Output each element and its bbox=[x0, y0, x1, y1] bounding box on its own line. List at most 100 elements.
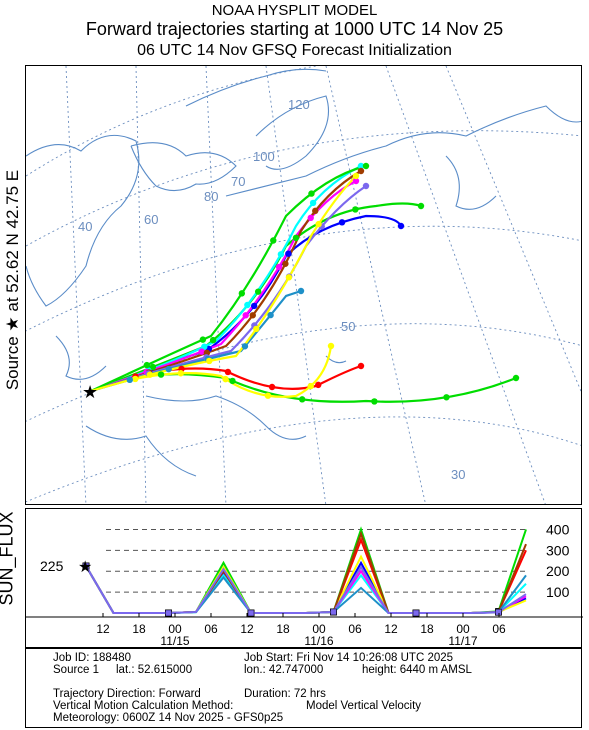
trajectory-marker bbox=[352, 172, 360, 180]
trajectory-marker bbox=[352, 177, 360, 185]
trajectory-marker bbox=[362, 162, 370, 170]
trajectory-marker bbox=[126, 376, 133, 384]
meridian-line-4 bbox=[265, 66, 327, 504]
trajectory-green-east bbox=[90, 202, 422, 393]
trajectory-magenta-north bbox=[90, 180, 357, 393]
sun-flux-series-line bbox=[85, 537, 527, 614]
sun-flux-panel: 100 200 300 400 ★ 12 18 00 11/15 06 12 18 00 11/16 0… bbox=[25, 508, 583, 648]
x-tick-label: 18 bbox=[276, 622, 290, 636]
x-date-label: 11/17 bbox=[448, 634, 477, 648]
trajectory-marker bbox=[312, 207, 319, 215]
trajectory-marker bbox=[327, 342, 335, 350]
source-longitude: lon.: 42.747000 bbox=[244, 664, 324, 676]
graticule-labels: 40 50 60 70 80 100 120 30 bbox=[78, 97, 465, 482]
sun-flux-gridlines: 100 200 300 400 bbox=[26, 521, 583, 618]
trajectory-marker bbox=[338, 219, 346, 226]
lon-label-30: 30 bbox=[451, 467, 465, 482]
coastline-kola bbox=[130, 142, 237, 192]
sun-flux-point bbox=[165, 609, 172, 617]
map-graticule bbox=[26, 66, 581, 504]
trajectory-marker bbox=[206, 357, 213, 365]
coastlines bbox=[26, 68, 581, 477]
x-tick-label: 06 bbox=[348, 622, 362, 636]
source-latitude: lat.: 52.615000 bbox=[116, 664, 193, 676]
trajectory-markers bbox=[126, 162, 520, 405]
trajectory-marker bbox=[224, 368, 232, 376]
trajectory-brown-north bbox=[90, 170, 362, 393]
sun-flux-point bbox=[412, 609, 420, 617]
trajectory-marker bbox=[417, 202, 425, 210]
source-height: height: 6440 m AMSL bbox=[362, 664, 472, 676]
trajectory-marker bbox=[149, 363, 157, 371]
trajectory-marker bbox=[371, 398, 378, 405]
y-tick-label: 200 bbox=[546, 563, 570, 579]
y-tick-label: 400 bbox=[546, 521, 570, 537]
coastline-scandinavia bbox=[26, 134, 140, 307]
trajectory-marker bbox=[250, 302, 258, 310]
x-tick-label: 18 bbox=[132, 622, 146, 636]
meridian-line-5 bbox=[325, 66, 427, 504]
trajectory-marker bbox=[198, 348, 205, 355]
source-value-label: 225 bbox=[40, 558, 64, 574]
sun-flux-point bbox=[330, 608, 337, 616]
source-location-label: Source ★ at 52.62 N 42.75 E bbox=[3, 169, 22, 391]
trajectory-marker bbox=[315, 381, 322, 389]
job-info-footer: Job ID: 188480 Job Start: Fri Nov 14 10:… bbox=[25, 648, 582, 728]
lat-label-40: 40 bbox=[78, 219, 92, 234]
meridian-line-2 bbox=[135, 66, 147, 504]
map-canvas: 40 50 60 70 80 100 120 30 ★ bbox=[26, 66, 581, 504]
meridian-line-6 bbox=[385, 66, 546, 504]
trajectory-lines bbox=[90, 164, 517, 403]
trajectory-direction: Trajectory Direction: Forward bbox=[53, 688, 201, 700]
trajectory-marker bbox=[285, 250, 292, 257]
trajectory-marker bbox=[307, 214, 314, 222]
trajectory-marker bbox=[146, 371, 154, 378]
lat-label-70: 70 bbox=[231, 174, 245, 189]
trajectory-marker bbox=[397, 222, 405, 230]
trajectory-marker bbox=[362, 182, 370, 190]
meridian-line-3 bbox=[205, 66, 227, 504]
trajectory-marker bbox=[315, 220, 322, 228]
trajectory-map: 40 50 60 70 80 100 120 30 ★ bbox=[25, 65, 582, 505]
meridian-line-1 bbox=[65, 66, 87, 504]
meteorology: Meteorology: 0600Z 14 Nov 2025 - GFS0p25 bbox=[53, 712, 284, 724]
source-star-icon: ★ bbox=[82, 382, 98, 402]
trajectory-marker bbox=[267, 311, 274, 319]
coastline-caspian bbox=[145, 395, 307, 440]
sun-flux-axis-label: SUN_FLUX bbox=[0, 511, 17, 606]
trajectory-marker bbox=[275, 263, 283, 271]
trajectory-marker bbox=[352, 206, 359, 213]
trajectory-marker bbox=[270, 237, 277, 244]
lat-label-50: 50 bbox=[341, 319, 355, 334]
x-date-label: 11/15 bbox=[160, 634, 189, 648]
x-tick-label: 00 bbox=[312, 622, 326, 636]
x-tick-label: 12 bbox=[240, 622, 254, 636]
coastline-baltic bbox=[55, 335, 107, 380]
chart-title: Forward trajectories starting at 1000 UT… bbox=[85, 19, 504, 39]
trajectory-marker bbox=[201, 343, 208, 350]
trajectory-marker bbox=[292, 234, 300, 242]
x-tick-label: 06 bbox=[204, 622, 218, 636]
vertical-motion-value: Model Vertical Velocity bbox=[306, 700, 422, 712]
trajectory-marker bbox=[241, 343, 249, 350]
trajectory-marker bbox=[298, 396, 306, 403]
trajectory-marker bbox=[264, 392, 272, 399]
job-start: Job Start: Fri Nov 14 10:26:08 UTC 2025 bbox=[244, 652, 454, 664]
trajectory-marker bbox=[357, 162, 365, 170]
lat-label-80: 80 bbox=[204, 189, 218, 204]
x-tick-label: 18 bbox=[420, 622, 434, 636]
x-tick-label: 00 bbox=[456, 622, 470, 636]
trajectory-marker bbox=[268, 383, 276, 391]
parallel-line-50 bbox=[26, 323, 581, 422]
sun-flux-series-line bbox=[85, 565, 527, 614]
sun-flux-series: ★ bbox=[78, 526, 527, 617]
model-title: NOAA HYSPLIT MODEL bbox=[211, 2, 378, 19]
chart-subtitle: 06 UTC 14 Nov GFSQ Forecast Initializati… bbox=[137, 42, 452, 59]
lon-label-100: 100 bbox=[253, 149, 275, 164]
trajectory-marker bbox=[238, 290, 246, 297]
trajectory-marker bbox=[244, 301, 251, 309]
trajectory-marker bbox=[242, 312, 249, 319]
coastline-taimyr bbox=[445, 155, 497, 210]
coastline-svalbard bbox=[185, 68, 327, 107]
sun-flux-series-line bbox=[85, 530, 527, 614]
